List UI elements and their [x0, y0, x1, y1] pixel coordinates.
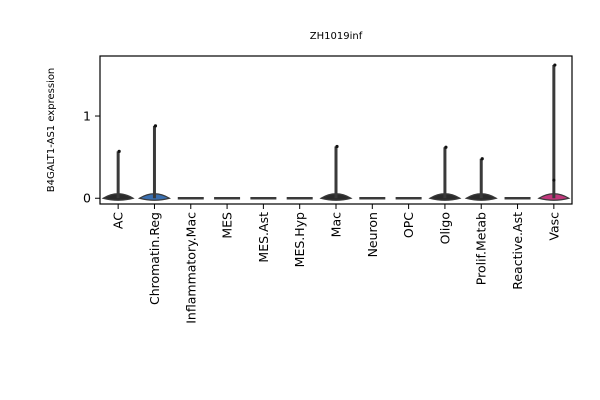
x-tick-label: MES [220, 212, 235, 239]
x-tick-label: Mac [329, 212, 344, 237]
x-tick-label: Prolif.Metab [474, 212, 489, 285]
violin-Mac [319, 144, 353, 201]
y-tick-label: 0 [83, 191, 91, 206]
x-tick-label: Chromatin.Reg [147, 212, 162, 305]
chart-title: ZH1019inf [310, 31, 363, 42]
violin-inner-point [552, 178, 556, 182]
violin-max-point [117, 149, 121, 153]
violin-Prolif.Metab [464, 157, 498, 201]
x-tick-label: Oligo [437, 212, 452, 244]
x-tick-label: Reactive.Ast [510, 212, 525, 290]
y-axis: 01 [83, 109, 100, 206]
violin-max-point [444, 145, 448, 149]
x-axis: AC Chromatin.Reg Inflammatory.Mac MES MES.As… [111, 204, 561, 324]
violin-AC [101, 149, 135, 201]
x-tick-label: OPC [401, 212, 416, 238]
y-tick-label: 1 [83, 109, 91, 124]
violin-max-point [153, 124, 158, 128]
violin-Oligo [428, 145, 462, 201]
violin-max-point [480, 157, 484, 161]
violin-Vasc [537, 63, 571, 201]
x-tick-label: Inflammatory.Mac [183, 212, 198, 324]
violin-Chromatin.Reg [137, 124, 171, 201]
x-tick-label: Neuron [365, 212, 380, 257]
violin-max-point [335, 144, 339, 149]
x-tick-label: Vasc [546, 212, 561, 241]
x-tick-label: MES.Ast [256, 212, 271, 263]
x-tick-label: MES.Hyp [292, 212, 307, 267]
y-axis-label: B4GALT1-AS1 expression [46, 68, 57, 193]
x-tick-label: AC [111, 212, 126, 229]
violin-marks [101, 63, 571, 201]
violin-max-point [553, 63, 557, 67]
